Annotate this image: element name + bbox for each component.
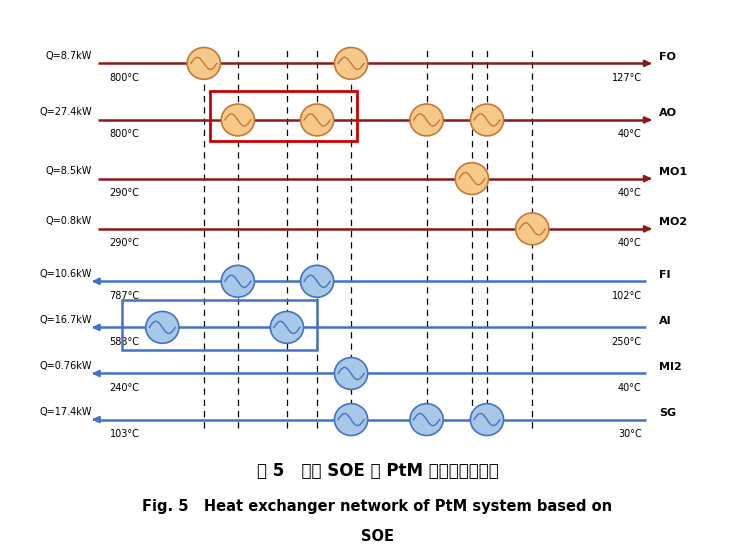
Ellipse shape xyxy=(334,47,368,79)
Text: FI: FI xyxy=(659,270,670,279)
Text: 290°C: 290°C xyxy=(109,238,140,248)
Ellipse shape xyxy=(187,47,220,79)
Text: SG: SG xyxy=(659,408,676,418)
Ellipse shape xyxy=(334,404,368,436)
Text: Q=8.5kW: Q=8.5kW xyxy=(46,166,92,176)
Text: Q=17.4kW: Q=17.4kW xyxy=(39,407,92,417)
Bar xyxy=(210,91,357,141)
Text: 40°C: 40°C xyxy=(618,188,642,198)
Ellipse shape xyxy=(516,213,549,245)
Ellipse shape xyxy=(410,404,443,436)
Text: Q=10.6kW: Q=10.6kW xyxy=(40,269,92,279)
Text: FO: FO xyxy=(659,52,676,62)
Text: Q=27.4kW: Q=27.4kW xyxy=(39,107,92,118)
Text: Q=0.8kW: Q=0.8kW xyxy=(46,216,92,227)
Text: 30°C: 30°C xyxy=(618,429,642,439)
Ellipse shape xyxy=(470,104,504,136)
Text: 40°C: 40°C xyxy=(618,238,642,248)
Text: 图 5   基于 SOE 的 PtM 系统换热器网络: 图 5 基于 SOE 的 PtM 系统换热器网络 xyxy=(257,462,498,480)
Text: AI: AI xyxy=(659,316,672,326)
Ellipse shape xyxy=(270,311,304,343)
Ellipse shape xyxy=(221,265,254,297)
Ellipse shape xyxy=(455,163,488,195)
Text: MI2: MI2 xyxy=(659,362,682,372)
Text: 800°C: 800°C xyxy=(109,73,140,82)
Text: AO: AO xyxy=(659,108,677,118)
Ellipse shape xyxy=(146,311,179,343)
Text: MO1: MO1 xyxy=(659,167,687,177)
Text: 240°C: 240°C xyxy=(109,383,140,393)
Text: 40°C: 40°C xyxy=(618,383,642,393)
Text: Q=0.76kW: Q=0.76kW xyxy=(39,361,92,371)
Bar xyxy=(122,300,317,350)
Ellipse shape xyxy=(300,104,334,136)
Ellipse shape xyxy=(300,265,334,297)
Ellipse shape xyxy=(221,104,254,136)
Text: 102°C: 102°C xyxy=(612,290,642,300)
Text: Fig. 5   Heat exchanger network of PtM system based on: Fig. 5 Heat exchanger network of PtM sys… xyxy=(143,498,612,514)
Text: MO2: MO2 xyxy=(659,217,687,227)
Text: 127°C: 127°C xyxy=(612,73,642,82)
Ellipse shape xyxy=(334,358,368,389)
Text: Q=16.7kW: Q=16.7kW xyxy=(39,315,92,325)
Text: SOE: SOE xyxy=(361,529,394,544)
Ellipse shape xyxy=(470,404,504,436)
Text: 800°C: 800°C xyxy=(109,129,140,139)
Text: 787°C: 787°C xyxy=(109,290,140,300)
Text: 40°C: 40°C xyxy=(618,129,642,139)
Text: 290°C: 290°C xyxy=(109,188,140,198)
Text: 583°C: 583°C xyxy=(109,337,140,346)
Text: 103°C: 103°C xyxy=(109,429,140,439)
Text: 250°C: 250°C xyxy=(612,337,642,346)
Text: Q=8.7kW: Q=8.7kW xyxy=(46,51,92,61)
Ellipse shape xyxy=(410,104,443,136)
